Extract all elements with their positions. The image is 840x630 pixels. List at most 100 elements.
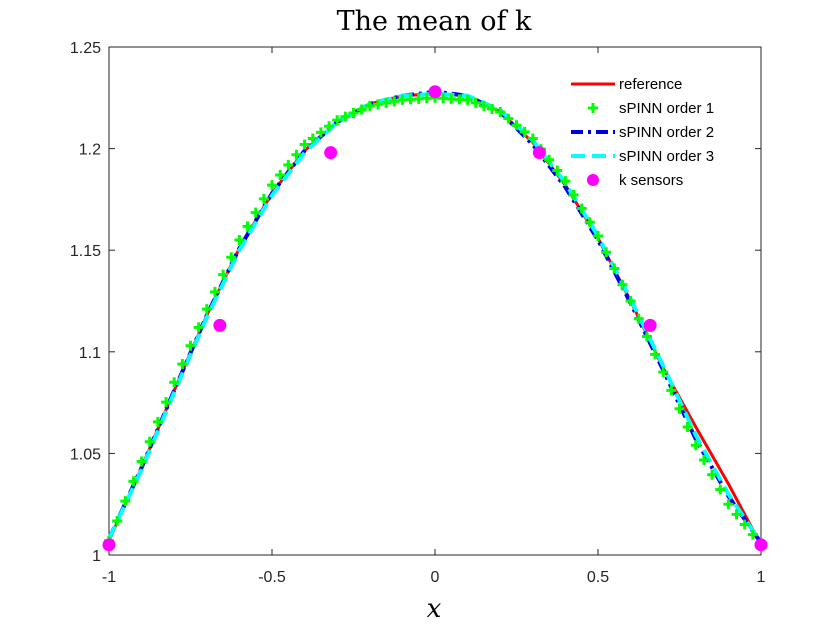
series-point bbox=[185, 340, 196, 351]
series-point bbox=[552, 165, 563, 176]
sensor-point bbox=[213, 318, 227, 332]
x-tick-label: 1 bbox=[757, 569, 766, 586]
series-point bbox=[650, 349, 661, 360]
legend-swatch bbox=[588, 103, 598, 113]
x-axis-label: x bbox=[427, 594, 442, 624]
legend-entry: reference bbox=[571, 76, 682, 93]
series-point bbox=[299, 139, 310, 150]
series-point bbox=[161, 397, 172, 408]
series-point bbox=[478, 100, 489, 111]
y-tick-label: 1.05 bbox=[70, 446, 101, 463]
series-point bbox=[666, 385, 677, 396]
series-point bbox=[560, 176, 571, 187]
series-point bbox=[584, 217, 595, 228]
series-point bbox=[128, 476, 139, 487]
y-tick-label: 1 bbox=[92, 548, 101, 565]
series-point bbox=[739, 519, 750, 530]
series-point bbox=[275, 170, 286, 181]
series-point bbox=[527, 133, 538, 144]
sensor-point bbox=[643, 318, 657, 332]
legend-entry: sPINN order 2 bbox=[571, 124, 714, 141]
series-point bbox=[136, 456, 147, 467]
series-point bbox=[250, 207, 261, 218]
series-point bbox=[389, 96, 400, 107]
series-point bbox=[258, 193, 269, 204]
legend-entry: k sensors bbox=[587, 172, 683, 189]
sensor-layer bbox=[102, 85, 768, 552]
sensor-point bbox=[532, 146, 546, 160]
series-point bbox=[544, 154, 555, 165]
series-point bbox=[112, 515, 123, 526]
axis-ticks: -1 -0.5 0 0.5 1 1 1.05 1.1 1.15 1.2 1.25 bbox=[70, 40, 766, 586]
y-tick-label: 1.25 bbox=[70, 40, 101, 57]
series-point bbox=[209, 286, 220, 297]
series-point bbox=[617, 279, 628, 290]
series-point bbox=[356, 104, 367, 115]
series-point bbox=[511, 120, 522, 131]
series-point bbox=[381, 97, 392, 108]
legend-entry: sPINN order 3 bbox=[571, 148, 714, 165]
series-point bbox=[723, 499, 734, 510]
series-point bbox=[283, 159, 294, 170]
legend-label: k sensors bbox=[619, 172, 683, 189]
series-point bbox=[690, 440, 701, 451]
plot-area: -1 -0.5 0 0.5 1 1 1.05 1.1 1.15 1.2 1.25 bbox=[70, 40, 768, 586]
series-point bbox=[674, 403, 685, 414]
series-point bbox=[169, 377, 180, 388]
series-point bbox=[641, 331, 652, 342]
series-point bbox=[731, 509, 742, 520]
sensor-point bbox=[102, 538, 116, 552]
legend-label: sPINN order 1 bbox=[619, 100, 714, 117]
series-point bbox=[267, 180, 277, 191]
chart-title: The mean of k bbox=[337, 6, 532, 37]
series-point bbox=[307, 133, 318, 144]
series-point bbox=[519, 126, 530, 137]
series-point bbox=[747, 529, 758, 540]
sensor-point bbox=[324, 146, 338, 160]
series-point bbox=[682, 421, 693, 432]
series-point bbox=[201, 304, 212, 315]
axes-box bbox=[108, 46, 762, 556]
series-point bbox=[503, 113, 514, 124]
series-point bbox=[152, 416, 163, 427]
series-point bbox=[568, 189, 579, 200]
series-point bbox=[593, 230, 603, 241]
sensor-point bbox=[754, 538, 768, 552]
series-point bbox=[177, 358, 188, 369]
series-point bbox=[218, 269, 229, 280]
legend-swatch bbox=[587, 174, 599, 186]
series-point bbox=[707, 469, 718, 480]
series-point bbox=[324, 121, 335, 132]
series-spinn-order-1 bbox=[104, 92, 766, 550]
series-point bbox=[193, 322, 204, 333]
series-point bbox=[234, 235, 245, 246]
y-tick-label: 1.2 bbox=[79, 142, 101, 159]
series-spinn-order-3 bbox=[107, 91, 763, 544]
series-point bbox=[315, 127, 326, 138]
series-point bbox=[601, 247, 612, 258]
series-point bbox=[715, 484, 726, 495]
series-point bbox=[470, 97, 481, 108]
series-point bbox=[364, 100, 375, 111]
y-tick-label: 1.1 bbox=[79, 345, 101, 362]
x-tick-label: 0.5 bbox=[587, 569, 609, 586]
series-point bbox=[120, 496, 131, 507]
series-point bbox=[576, 203, 587, 214]
series-line bbox=[107, 91, 763, 544]
series-point bbox=[144, 436, 155, 447]
series-point bbox=[625, 296, 636, 306]
legend-label: reference bbox=[619, 76, 682, 93]
series-point bbox=[609, 263, 620, 274]
series-point bbox=[242, 221, 253, 232]
legend: reference sPINN order 1 sPINN order 2 sPINN… bbox=[571, 76, 714, 189]
series-point bbox=[658, 367, 669, 378]
series-point bbox=[495, 107, 506, 118]
legend-label: sPINN order 3 bbox=[619, 148, 714, 165]
series-point bbox=[332, 115, 343, 126]
series-point bbox=[291, 149, 302, 160]
series-point bbox=[487, 103, 498, 114]
x-tick-label: -0.5 bbox=[258, 569, 286, 586]
series-point bbox=[633, 313, 644, 324]
series-point bbox=[372, 99, 383, 110]
